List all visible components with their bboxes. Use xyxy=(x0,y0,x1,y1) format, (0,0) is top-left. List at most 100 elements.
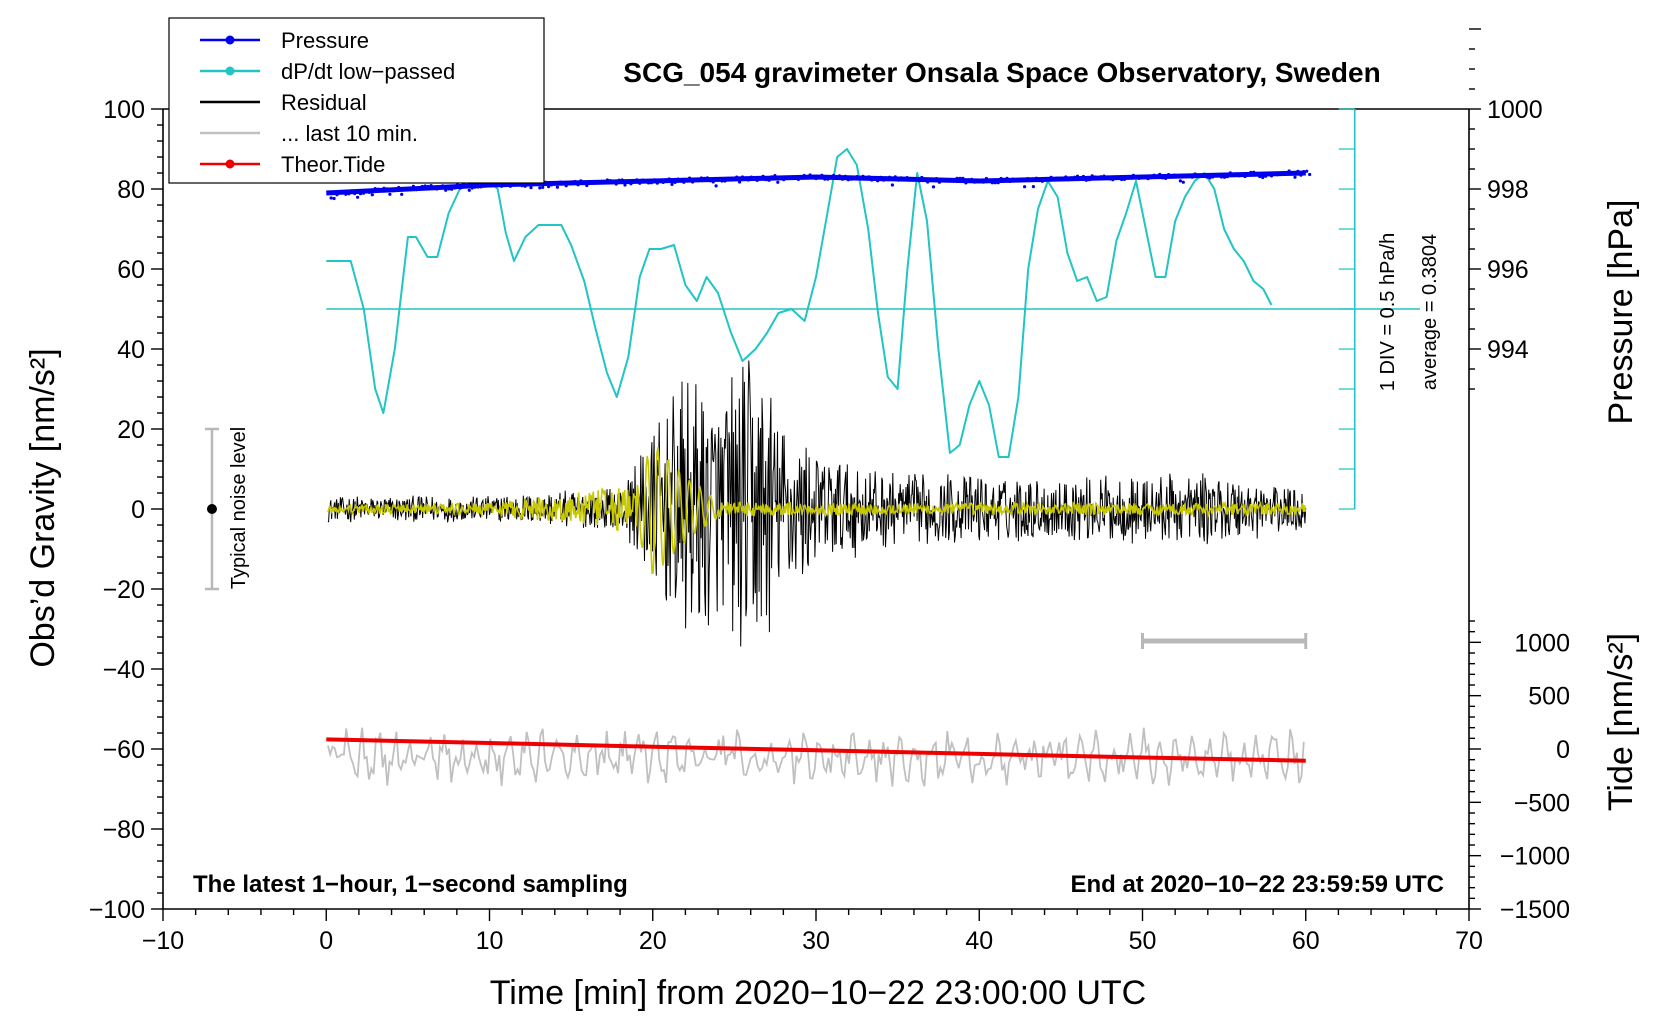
pressure-point xyxy=(793,175,798,179)
pressure-point xyxy=(382,186,386,190)
pressure-point xyxy=(1037,179,1041,183)
x-tick-label: 40 xyxy=(965,927,993,955)
legend-entry: Theor.Tide xyxy=(200,152,385,177)
pressure-point xyxy=(423,184,427,188)
pressure-point xyxy=(679,178,683,182)
pressure-point xyxy=(973,180,977,184)
pressure-point xyxy=(990,181,994,185)
pressure-point xyxy=(691,180,695,184)
pressure-point xyxy=(1102,174,1106,178)
pressure-point xyxy=(391,189,395,193)
pressure-point xyxy=(714,184,718,188)
tide-series xyxy=(326,737,1306,763)
pressure-point xyxy=(576,183,580,187)
pressure-point xyxy=(849,177,853,181)
legend-entry: ... last 10 min. xyxy=(200,121,418,146)
y-tick-label: −80 xyxy=(103,816,145,844)
pressure-point xyxy=(1231,173,1235,177)
pressure-point xyxy=(470,186,474,190)
pressure-point xyxy=(491,183,495,187)
pressure-point xyxy=(1017,179,1021,183)
legend-label: Theor.Tide xyxy=(281,152,385,177)
y-tick-label: −40 xyxy=(103,656,145,684)
pressure-point xyxy=(1184,173,1188,177)
pressure-point xyxy=(811,175,815,179)
tide-tick-label: −500 xyxy=(1514,789,1570,817)
y-tick-label: 100 xyxy=(103,96,145,124)
pressure-point xyxy=(846,178,850,182)
pressure-point xyxy=(367,190,371,194)
noise-level-label: Typical noise level xyxy=(228,427,250,589)
pressure-point xyxy=(1278,171,1282,175)
pressure-point xyxy=(453,186,457,190)
pressure-point xyxy=(1061,176,1065,180)
pressure-point xyxy=(832,173,836,178)
pressure-point xyxy=(1108,177,1112,181)
pressure-point xyxy=(1114,175,1118,179)
pressure-point xyxy=(573,179,577,184)
pressure-point xyxy=(1222,175,1227,179)
pressure-point xyxy=(817,176,821,180)
pressure-point xyxy=(1005,176,1009,180)
pressure-point xyxy=(1208,176,1212,180)
pressure-point xyxy=(1240,173,1244,178)
pressure-point xyxy=(644,179,648,183)
pressure-point xyxy=(1090,174,1094,178)
pressure-point xyxy=(441,184,445,188)
pressure-point xyxy=(1205,175,1209,179)
pressure-point xyxy=(864,175,868,180)
pressure-point xyxy=(335,193,339,197)
pressure-point xyxy=(1196,173,1200,178)
pressure-point xyxy=(755,178,759,182)
x-axis-title: Time [min] from 2020−10−22 23:00:00 UTC xyxy=(490,974,1146,1012)
pressure-point xyxy=(505,183,510,187)
pressure-point xyxy=(329,196,333,200)
pressure-point xyxy=(1249,170,1253,174)
pressure-point xyxy=(411,184,415,188)
pressure-point xyxy=(914,177,918,181)
pressure-point xyxy=(1143,174,1147,178)
pressure-point xyxy=(993,181,997,185)
pressure-point xyxy=(735,175,739,179)
pressure-point xyxy=(940,178,945,182)
pressure-tick-label: 996 xyxy=(1487,256,1529,284)
pressure-point xyxy=(1217,173,1221,177)
pressure-point xyxy=(843,174,848,178)
data-layer xyxy=(326,148,1421,787)
pressure-point xyxy=(1272,171,1276,175)
pressure-point xyxy=(1058,176,1062,180)
tide-tick-label: −1000 xyxy=(1500,843,1570,871)
pressure-point xyxy=(1187,174,1191,178)
pressure-point xyxy=(1202,174,1206,178)
pressure-point xyxy=(1093,175,1097,179)
pressure-point xyxy=(1167,173,1171,177)
pressure-point xyxy=(1055,176,1059,180)
pressure-point xyxy=(926,180,930,184)
pressure-point xyxy=(356,195,360,199)
pressure-point xyxy=(979,178,983,182)
pressure-point xyxy=(858,176,862,180)
pressure-point xyxy=(1290,171,1294,175)
pressure-point xyxy=(467,188,471,192)
pressure-point xyxy=(379,188,383,192)
pressure-point xyxy=(746,178,751,182)
pressure-point xyxy=(602,180,607,185)
pressure-point xyxy=(773,174,777,178)
pressure-point xyxy=(364,188,368,192)
pressure-point xyxy=(429,184,433,188)
pressure-point xyxy=(649,181,654,185)
pressure-point xyxy=(353,191,357,196)
pressure-point xyxy=(564,184,568,188)
pressure-point xyxy=(1084,178,1088,182)
pressure-point xyxy=(1034,176,1038,180)
pressure-point xyxy=(1284,171,1288,175)
pressure-point xyxy=(1014,178,1018,182)
pressure-point xyxy=(555,185,560,189)
pressure-point xyxy=(967,178,971,182)
pressure-point xyxy=(923,178,927,182)
pressure-point xyxy=(1081,174,1085,179)
pressure-point xyxy=(488,182,492,187)
y-tick-label: 0 xyxy=(131,496,145,524)
pressure-point xyxy=(629,182,633,186)
last-10-min-series xyxy=(327,727,1305,787)
